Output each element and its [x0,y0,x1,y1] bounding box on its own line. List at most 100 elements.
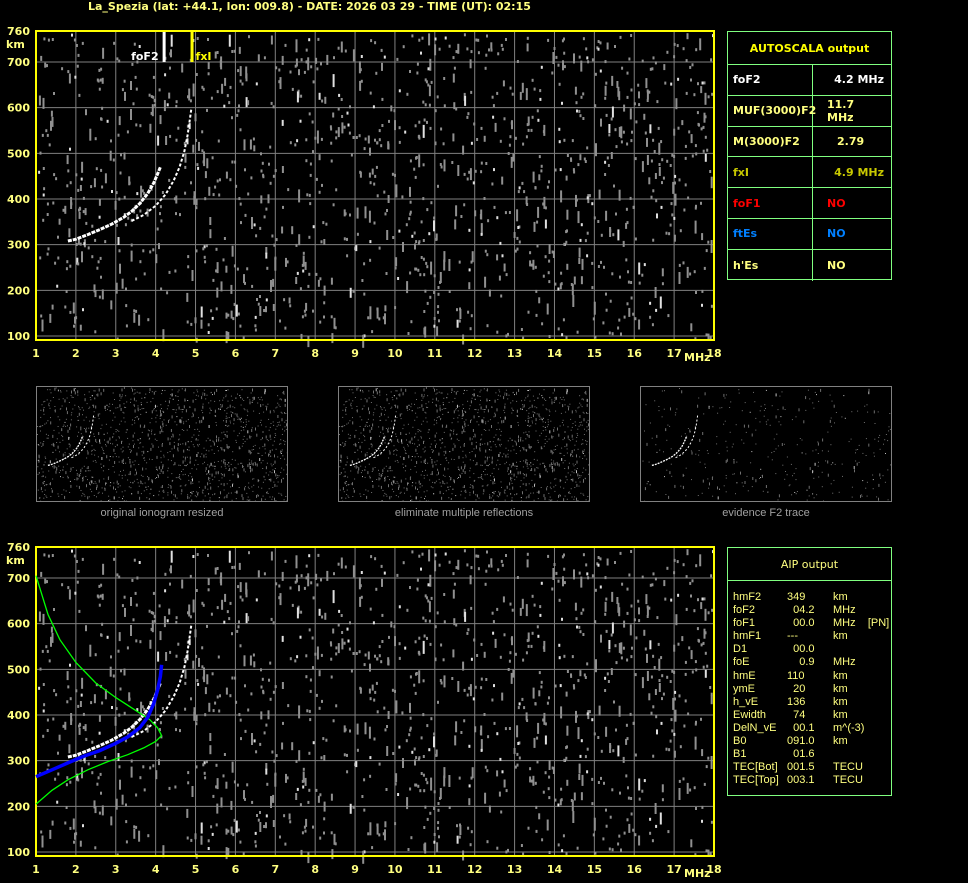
noise-dot [408,217,411,221]
noise-dot [371,427,373,430]
noise-dot [396,390,398,392]
noise-dot [98,432,100,435]
noise-dot [57,235,59,239]
noise-dot [830,417,832,419]
noise-dot [474,434,476,438]
noise-dot [79,475,81,476]
noise-dot [223,450,225,452]
noise-dot [494,122,497,132]
noise-dot [571,410,573,414]
noise-dot [359,416,361,418]
noise-dot [168,608,171,615]
noise-dot [673,644,676,652]
noise-dot [482,420,484,424]
noise-dot [98,491,100,493]
noise-dot [398,126,401,130]
noise-dot [548,851,551,854]
noise-dot [161,389,163,391]
noise-dot [262,495,264,497]
noise-dot [578,406,580,408]
noise-dot [705,333,708,337]
noise-dot [687,196,690,200]
noise-dot [272,421,274,423]
noise-dot [482,493,484,495]
noise-dot [608,124,611,133]
noise-dot [480,439,482,441]
noise-dot [80,473,81,475]
noise-dot [561,422,563,423]
noise-dot [231,245,234,257]
noise-dot [421,393,423,397]
noise-dot [420,256,423,259]
noise-dot [511,497,513,499]
noise-dot [224,496,226,498]
noise-dot [165,136,168,145]
noise-dot [566,498,568,500]
noise-dot [260,404,262,408]
x-tick-label: 3 [112,347,120,360]
noise-dot [257,402,259,404]
noise-dot [473,448,475,450]
noise-dot [243,274,245,284]
noise-dot [261,498,263,502]
noise-dot [638,319,641,330]
noise-dot [244,471,246,473]
noise-dot [368,463,370,465]
noise-dot [216,179,219,183]
noise-dot [134,422,136,424]
noise-dot [565,475,567,477]
noise-dot [485,423,487,425]
noise-dot [115,407,117,409]
noise-dot [185,484,187,486]
noise-dot [184,485,186,487]
noise-dot [582,471,584,473]
noise-dot [525,604,528,617]
noise-dot [181,471,182,472]
noise-dot [528,494,530,496]
noise-dot [108,468,110,470]
noise-dot [342,430,343,432]
noise-dot [546,486,548,488]
noise-dot [443,431,445,433]
noise-dot [511,482,513,484]
noise-dot [434,440,436,442]
noise-dot [393,109,396,113]
noise-dot [308,193,311,197]
noise-dot [523,432,525,434]
noise-dot [656,616,659,620]
noise-dot [125,287,127,291]
noise-dot [591,261,594,265]
noise-dot [376,307,379,311]
noise-dot [520,328,523,331]
noise-dot [202,405,204,409]
noise-dot [516,493,518,495]
noise-dot [567,405,569,407]
noise-dot [117,484,119,485]
noise-dot [281,453,282,454]
noise-dot [236,490,238,494]
noise-dot [318,92,321,100]
noise-dot [339,459,341,461]
noise-dot [752,477,754,480]
noise-dot [357,458,359,460]
noise-dot [253,410,255,412]
noise-dot [274,433,276,435]
noise-dot [230,492,232,494]
noise-dot [77,419,79,421]
noise-dot [90,480,92,482]
noise-dot [505,334,508,338]
noise-dot [484,474,486,476]
noise-dot [550,449,552,453]
noise-dot [45,457,47,459]
noise-dot [66,407,67,411]
noise-dot [174,495,176,497]
noise-dot [710,176,713,180]
noise-dot [485,162,488,165]
noise-dot [304,261,307,270]
noise-dot [540,65,543,69]
noise-dot [381,124,384,127]
noise-dot [387,195,390,203]
noise-dot [121,396,123,398]
noise-dot [118,430,120,432]
noise-dot [181,63,184,73]
